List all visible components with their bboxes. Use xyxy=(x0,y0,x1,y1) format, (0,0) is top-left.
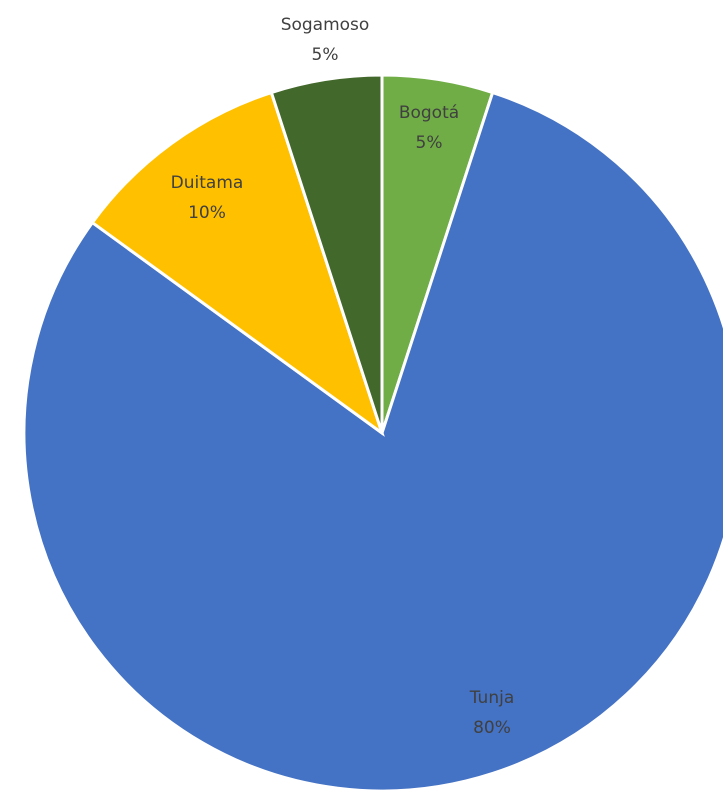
slice-label-percent: 80% xyxy=(473,718,511,738)
slice-label-name: Bogotá xyxy=(399,103,459,123)
slice-label-percent: 5% xyxy=(312,45,339,65)
pie-slice-sogamoso xyxy=(269,73,384,434)
slice-label-percent: 10% xyxy=(188,203,226,223)
pie-labels: Bogotá 5% Tunja 80% Duitama 10% Sogamoso 5% xyxy=(171,15,515,738)
pie-slices xyxy=(22,73,723,792)
pie-slice-duitama xyxy=(90,90,385,437)
slice-label-name: Duitama xyxy=(171,173,244,193)
slice-label-name: Tunja xyxy=(469,688,515,708)
pie-slice-tunja xyxy=(22,90,723,792)
slice-label-name: Sogamoso xyxy=(281,15,370,35)
slice-label-percent: 5% xyxy=(416,133,443,153)
